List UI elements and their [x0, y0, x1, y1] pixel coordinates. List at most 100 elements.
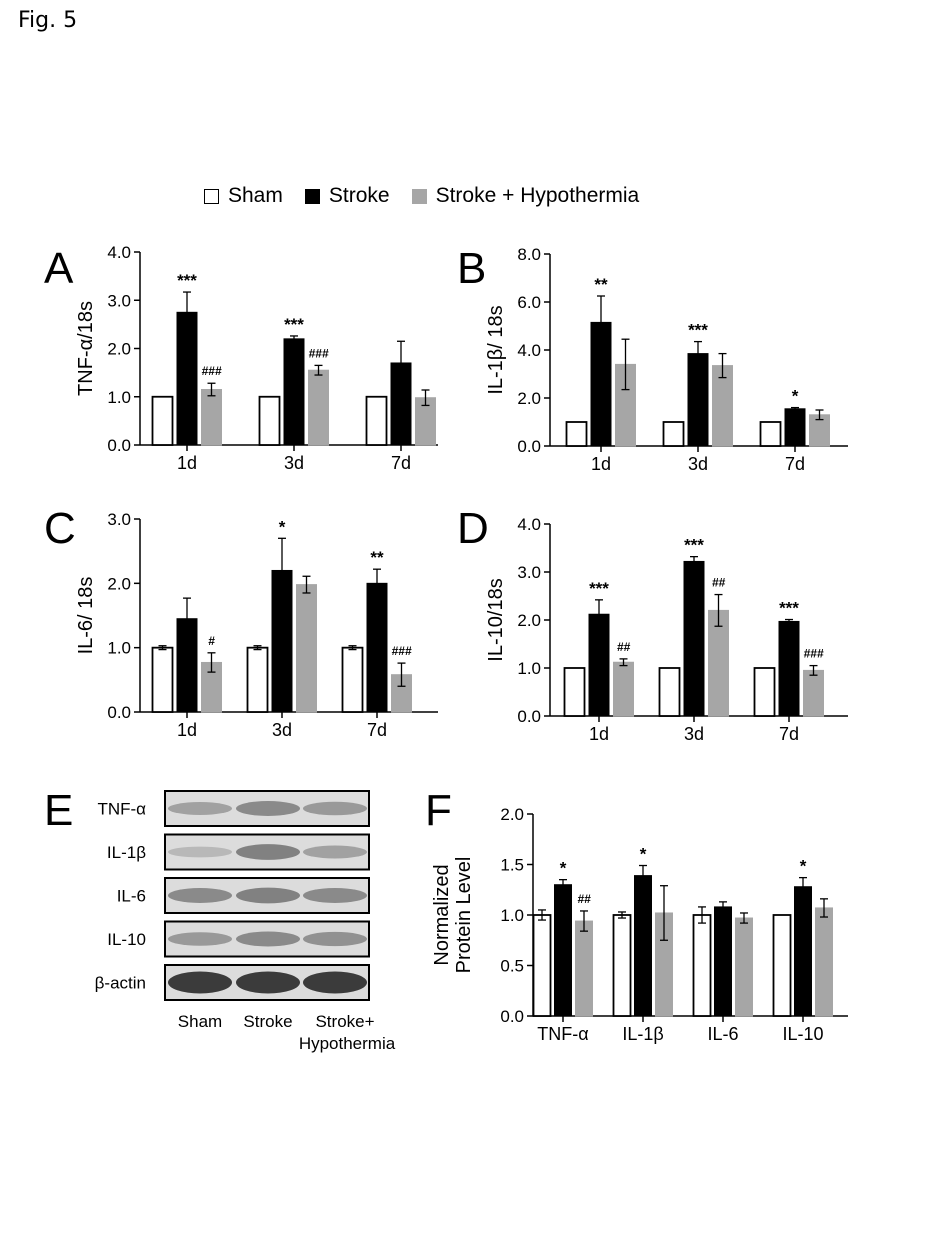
y-tick-label: 3.0: [107, 510, 131, 529]
y-axis-label: NormalizedProtein Level: [431, 857, 475, 974]
bar: [778, 620, 800, 717]
legend-label-hypothermia: Stroke + Hypothermia: [435, 184, 640, 207]
bar: [803, 669, 824, 717]
blot-band: [168, 802, 232, 815]
significance-mark: *: [640, 845, 647, 864]
hash-mark: #: [208, 634, 215, 648]
blot-row: TNF-α: [97, 790, 370, 827]
x-tick-label: 7d: [785, 454, 805, 474]
blot-band: [168, 846, 232, 858]
y-tick-label: 4.0: [517, 341, 541, 360]
bar: [613, 661, 634, 717]
blot-row-label: TNF-α: [97, 800, 146, 819]
bar: [296, 584, 317, 713]
significance-mark: *: [800, 857, 807, 876]
charts-layer: 0.01.02.03.04.0TNF-α/18s1d***###3d***###…: [75, 243, 848, 1044]
x-tick-label: 1d: [589, 724, 609, 744]
y-tick-label: 2.0: [517, 389, 541, 408]
bar: [308, 369, 329, 446]
bar: [662, 421, 685, 447]
x-tick-label: 3d: [284, 453, 304, 473]
significance-mark: *: [279, 517, 286, 536]
x-tick-label: 7d: [391, 453, 411, 473]
chart-c: 0.0 1.0 2.0 3.0 IL-6/ 18s 1d #3d * 7d ** ###: [75, 510, 438, 740]
bar: [658, 667, 681, 717]
blot-band: [236, 801, 300, 816]
y-tick-label: 0.0: [517, 707, 541, 726]
bar: [714, 906, 732, 1017]
bar: [532, 914, 552, 1017]
blot-band: [168, 932, 232, 946]
bar: [554, 884, 572, 1017]
blot-band: [303, 931, 367, 947]
blot-band: [168, 888, 232, 903]
significance-mark: *: [560, 859, 567, 878]
y-tick-label: 1.0: [107, 388, 131, 407]
hash-mark: ###: [308, 346, 328, 360]
significance-mark: ***: [688, 321, 708, 340]
significance-mark: ***: [284, 315, 304, 334]
panel-letter-d: D: [457, 504, 489, 553]
bar: [634, 875, 652, 1017]
bar: [575, 920, 593, 1017]
blot-band: [303, 971, 367, 994]
panel-letter-b: B: [457, 244, 486, 293]
y-tick-label: 2.0: [107, 340, 131, 359]
figure-label: Fig. 5: [18, 8, 78, 33]
blot-row-label: IL-6: [117, 887, 146, 906]
hash-mark: ###: [803, 647, 823, 661]
chart-d: 0.0 1.0 2.0 3.0 4.0 IL-10/18s 1d *** ## 3d *** ## 7d…: [485, 515, 848, 744]
bar: [201, 389, 222, 446]
bar: [735, 917, 753, 1017]
hash-mark: ##: [577, 892, 591, 906]
x-tick-label: TNF-α: [537, 1024, 588, 1044]
legend-swatch-stroke: [304, 188, 320, 204]
bar: [588, 613, 610, 717]
blot-column-label: Sham: [178, 1012, 222, 1031]
blot-band: [236, 844, 300, 860]
bar: [692, 914, 712, 1017]
significance-mark: **: [594, 275, 608, 294]
x-tick-label: 1d: [591, 454, 611, 474]
bar: [246, 646, 269, 713]
bar: [366, 582, 388, 713]
bar: [283, 338, 305, 446]
significance-mark: ***: [177, 271, 197, 290]
blot-column-label-line: Stroke+: [315, 1012, 374, 1031]
y-tick-label: 0.0: [107, 436, 131, 455]
bar: [815, 907, 833, 1017]
hash-mark: ##: [617, 640, 631, 654]
x-tick-label: 3d: [684, 724, 704, 744]
y-tick-label: 3.0: [517, 563, 541, 582]
significance-mark: *: [792, 387, 799, 406]
chart-b: 0.0 2.0 4.0 6.0 8.0 IL-1β/ 18s 1d ** 3d *** 7d *: [485, 245, 848, 474]
y-tick-label: 0.0: [107, 703, 131, 722]
x-tick-label: IL-1β: [622, 1024, 663, 1044]
blot-band: [303, 888, 367, 903]
bar: [612, 914, 632, 1017]
blot-row: IL-6: [117, 877, 370, 914]
bar: [258, 395, 281, 446]
y-tick-label: 0.0: [500, 1007, 524, 1026]
blot-column-label-line: Sham: [178, 1012, 222, 1031]
panel-letter-e: E: [44, 786, 73, 835]
legend-item-stroke: Stroke: [304, 184, 390, 208]
y-tick-label: 2.0: [517, 611, 541, 630]
y-axis-label: IL-6/ 18s: [75, 577, 97, 655]
legend-swatch-sham: [204, 188, 219, 204]
y-axis-label-line: Normalized: [431, 864, 453, 965]
blot-band: [236, 887, 300, 904]
y-tick-label: 2.0: [107, 574, 131, 593]
y-tick-label: 0.5: [500, 957, 524, 976]
legend-label-sham: Sham: [228, 184, 283, 207]
blot-band: [236, 971, 300, 994]
y-tick-label: 0.0: [517, 437, 541, 456]
bar: [365, 395, 388, 446]
x-tick-label: IL-10: [782, 1024, 823, 1044]
legend-item-sham: Sham: [204, 184, 283, 208]
blot-band: [303, 845, 367, 859]
y-tick-label: 4.0: [107, 243, 131, 262]
y-axis-label: TNF-α/18s: [75, 301, 97, 396]
y-axis-label: IL-10/18s: [485, 578, 507, 661]
